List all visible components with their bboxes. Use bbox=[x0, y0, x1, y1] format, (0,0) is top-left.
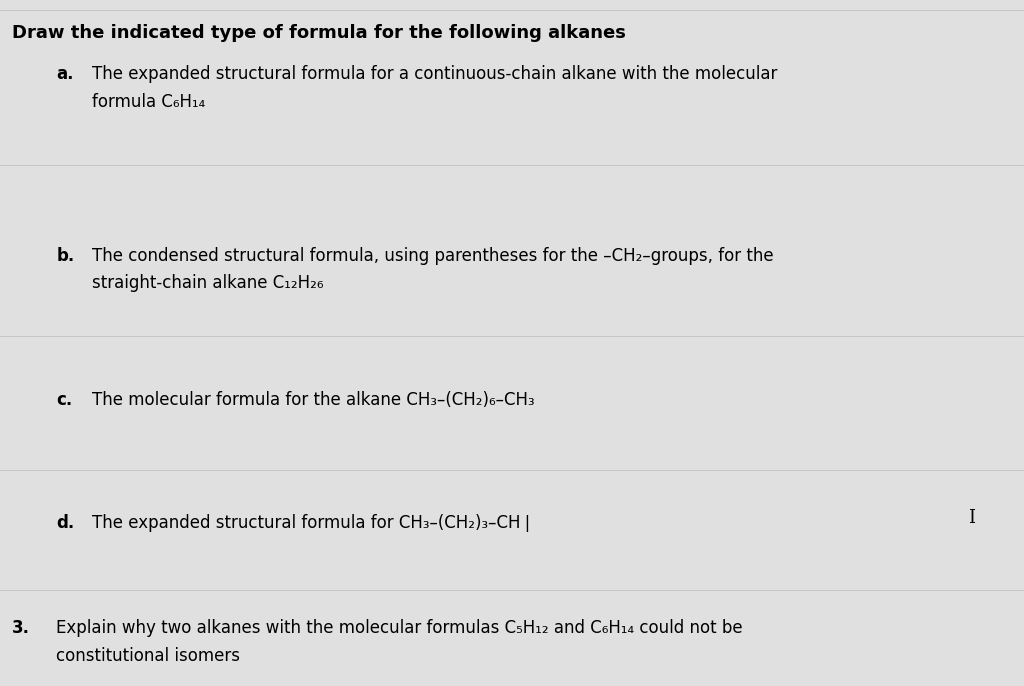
Text: d.: d. bbox=[56, 514, 75, 532]
Text: The expanded structural formula for CH₃–(CH₂)₃–CH❘: The expanded structural formula for CH₃–… bbox=[92, 514, 535, 532]
Text: Explain why two alkanes with the molecular formulas C₅H₁₂ and C₆H₁₄ could not be: Explain why two alkanes with the molecul… bbox=[56, 619, 743, 637]
Text: b.: b. bbox=[56, 247, 75, 265]
Text: The expanded structural formula for a continuous-chain alkane with the molecular: The expanded structural formula for a co… bbox=[92, 65, 777, 83]
Text: The molecular formula for the alkane CH₃–(CH₂)₆–CH₃: The molecular formula for the alkane CH₃… bbox=[92, 391, 535, 409]
Text: c.: c. bbox=[56, 391, 73, 409]
Text: straight-chain alkane C₁₂H₂₆: straight-chain alkane C₁₂H₂₆ bbox=[92, 274, 324, 292]
Text: formula C₆H₁₄: formula C₆H₁₄ bbox=[92, 93, 206, 110]
Text: constitutional isomers: constitutional isomers bbox=[56, 647, 241, 665]
Text: 3.: 3. bbox=[12, 619, 31, 637]
Text: I: I bbox=[968, 509, 975, 527]
Text: The condensed structural formula, using parentheses for the –CH₂–groups, for the: The condensed structural formula, using … bbox=[92, 247, 774, 265]
Text: Draw the indicated type of formula for the following alkanes: Draw the indicated type of formula for t… bbox=[12, 24, 626, 42]
Text: a.: a. bbox=[56, 65, 74, 83]
